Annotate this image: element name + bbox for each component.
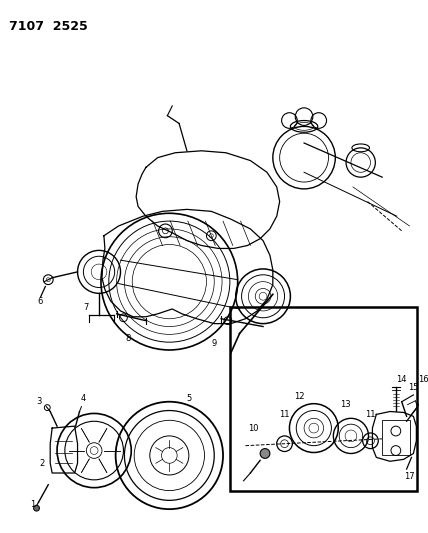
Text: 6: 6 — [38, 297, 43, 305]
Text: 7: 7 — [83, 303, 89, 311]
Text: 2: 2 — [40, 459, 45, 468]
Bar — [230, 307, 417, 490]
Circle shape — [34, 505, 39, 511]
Text: 9: 9 — [211, 338, 217, 348]
Text: 4: 4 — [81, 394, 86, 403]
Text: 11: 11 — [365, 410, 376, 419]
Text: 3: 3 — [36, 397, 41, 406]
Text: 5: 5 — [186, 394, 191, 403]
Text: 14: 14 — [396, 375, 407, 384]
Text: 16: 16 — [418, 375, 428, 384]
Text: 1: 1 — [30, 500, 35, 509]
Text: 17: 17 — [404, 472, 415, 481]
Text: 8: 8 — [126, 334, 131, 343]
Bar — [382, 421, 410, 455]
Text: 11: 11 — [279, 410, 290, 419]
Circle shape — [260, 449, 270, 458]
Text: 12: 12 — [294, 392, 304, 401]
Text: 15: 15 — [408, 383, 419, 392]
Text: 7107  2525: 7107 2525 — [9, 20, 88, 33]
Text: 10: 10 — [248, 424, 259, 433]
Text: 13: 13 — [340, 400, 351, 409]
